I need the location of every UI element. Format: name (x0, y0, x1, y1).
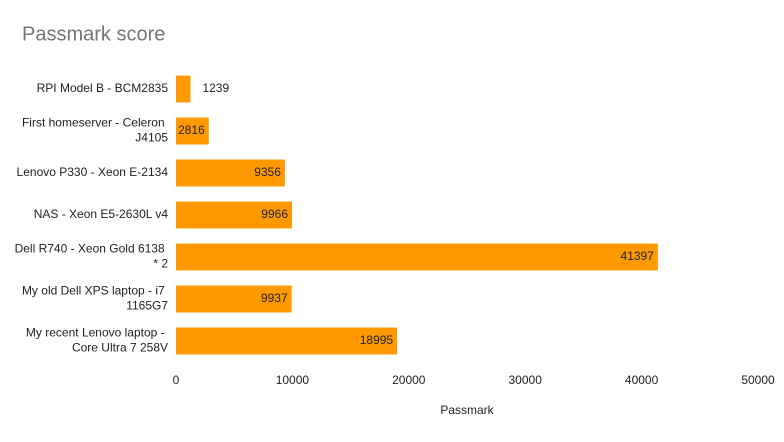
y-tick-label: NAS - Xeon E5-2630L v4 (34, 207, 169, 221)
x-tick-label: 10000 (276, 373, 310, 387)
data-label: 9937 (261, 291, 288, 305)
data-label: 18995 (360, 333, 394, 347)
y-tick-label: Dell R740 - Xeon Gold 6138 * 2 (15, 242, 169, 271)
x-tick-label: 20000 (392, 373, 426, 387)
chart-title: Passmark score (22, 23, 165, 45)
bar (176, 243, 658, 271)
y-tick-label: My old Dell XPS laptop - i7 1165G7 (22, 284, 168, 313)
data-label: 2816 (178, 123, 205, 137)
data-label: 41397 (620, 249, 654, 263)
y-tick-label: My recent Lenovo laptop - Core Ultra 7 2… (26, 326, 168, 355)
x-tick-label: 50000 (741, 373, 775, 387)
x-tick-label: 40000 (625, 373, 659, 387)
bar (176, 159, 285, 187)
bar (176, 327, 398, 355)
y-tick-label: First homeserver - Celeron J4105 (22, 116, 168, 145)
bar (176, 285, 292, 313)
data-label: 1239 (202, 81, 229, 95)
x-tick-label: 0 (173, 373, 180, 387)
x-axis-label: Passmark (440, 403, 494, 417)
data-label: 9356 (254, 165, 281, 179)
y-tick-label: Lenovo P330 - Xeon E-2134 (17, 165, 169, 179)
data-label: 9966 (261, 207, 288, 221)
y-tick-label: RPI Model B - BCM2835 (37, 81, 169, 95)
bar (176, 75, 191, 103)
bar (176, 117, 209, 145)
bar (176, 201, 293, 229)
x-tick-label: 30000 (509, 373, 543, 387)
